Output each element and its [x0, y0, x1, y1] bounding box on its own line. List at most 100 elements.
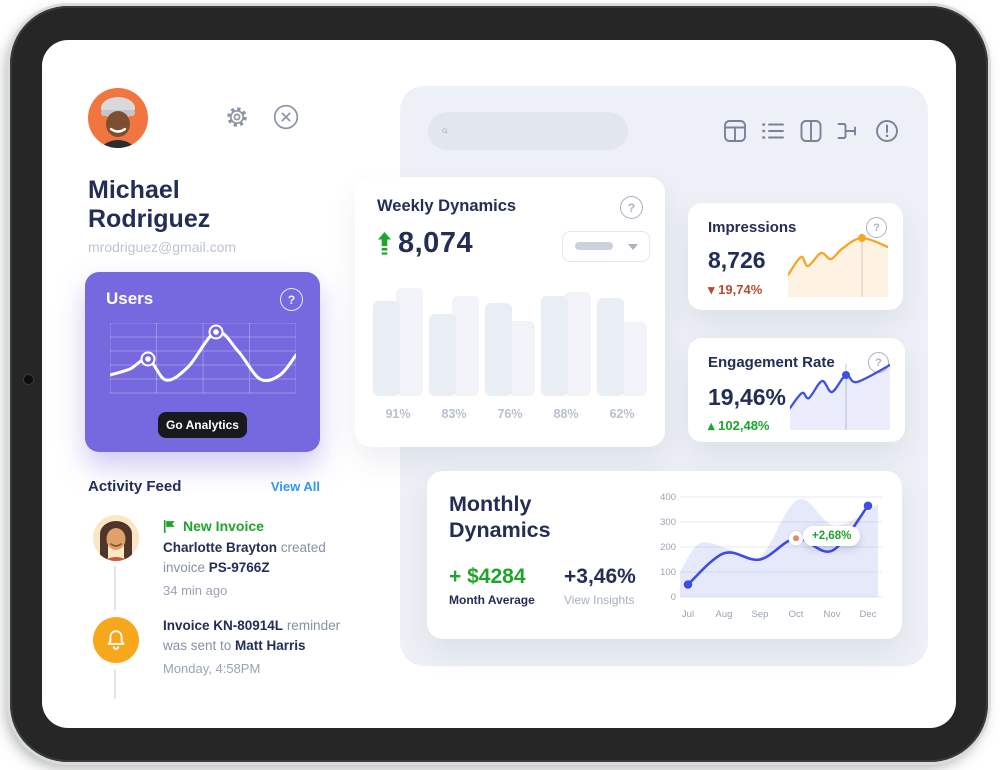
timeline-connector: [114, 566, 116, 611]
search-icon: [442, 128, 448, 134]
action-text: reminder: [283, 618, 341, 633]
gear-icon: [227, 107, 247, 127]
table-layout-icon: [724, 120, 746, 142]
impressions-value: 8,726: [708, 247, 766, 273]
avatar-illustration: [99, 97, 137, 148]
users-card-title: Users: [106, 289, 154, 308]
triangle-up-icon: ▴: [708, 418, 715, 433]
delta-value: 102,48%: [718, 418, 770, 433]
svg-text:Aug: Aug: [716, 609, 733, 620]
svg-text:Oct: Oct: [789, 609, 804, 620]
activity-line: invoice PS-9766Z: [163, 560, 270, 575]
card-title: Monthly Dynamics: [449, 492, 551, 542]
activity-time: 34 min ago: [163, 583, 228, 598]
tablet-frame: Michael Rodriguez mrodriguez@gmail.com U…: [10, 6, 988, 762]
profile-email: mrodriguez@gmail.com: [88, 239, 237, 255]
flow-view-button[interactable]: [835, 117, 863, 145]
monthly-chart: 400 300 200 100 0 Jul Aug Sep Oct Nov Dec: [660, 492, 882, 620]
avatar: [93, 515, 139, 561]
card-title: Engagement Rate: [708, 354, 835, 371]
svg-text:Dec: Dec: [860, 609, 877, 620]
users-help-icon[interactable]: ?: [280, 288, 303, 311]
camera-icon: [23, 374, 34, 385]
flow-icon: [837, 123, 856, 139]
profile-name: Michael Rodriguez: [88, 176, 211, 233]
flag-icon: [163, 519, 175, 534]
list-icon: [762, 123, 784, 139]
avatar: [88, 88, 148, 148]
users-chart: [110, 323, 296, 394]
svg-text:200: 200: [660, 542, 676, 553]
chevron-down-icon: [628, 244, 638, 250]
month-average-value: + $4284: [449, 565, 526, 588]
close-icon: [273, 104, 299, 130]
impressions-delta: ▾ 19,74%: [708, 282, 762, 298]
invoice-id: PS-9766Z: [208, 560, 270, 575]
engagement-sparkline: [790, 363, 890, 430]
close-button[interactable]: [273, 104, 299, 130]
svg-text:83%: 83%: [441, 407, 466, 421]
users-card[interactable]: Users ? Go Analytics: [85, 272, 320, 452]
search-input[interactable]: [448, 111, 628, 151]
activity-line: Invoice KN-80914L reminder: [163, 618, 340, 633]
triangle-down-icon: ▾: [708, 282, 715, 297]
weekly-dynamics-card: Weekly Dynamics ? 8,074 91% 83% 76% 88% 62%: [355, 177, 665, 447]
engagement-card: Engagement Rate ? 19,46% ▴ 102,48%: [688, 338, 905, 442]
impressions-card: Impressions ? 8,726 ▾ 19,74%: [688, 203, 903, 310]
svg-text:88%: 88%: [553, 407, 578, 421]
recipient-name: Matt Harris: [235, 638, 306, 653]
activity-line: Charlotte Brayton created: [163, 540, 326, 555]
svg-text:91%: 91%: [385, 407, 410, 421]
svg-text:Sep: Sep: [752, 609, 769, 620]
svg-text:Jul: Jul: [682, 609, 694, 620]
activity-line: was sent to Matt Harris: [163, 638, 306, 653]
engagement-delta: ▴ 102,48%: [708, 418, 769, 434]
chart-tooltip: +2,68%: [803, 526, 861, 546]
activity-feed-title: Activity Feed: [88, 478, 182, 495]
svg-text:76%: 76%: [497, 407, 522, 421]
go-analytics-button[interactable]: Go Analytics: [158, 412, 247, 438]
list-view-button[interactable]: [759, 117, 787, 145]
invoice-id: Invoice KN-80914L: [163, 618, 284, 633]
activity-time: Monday, 4:58PM: [163, 661, 261, 676]
monthly-dynamics-card: Monthly Dynamics + $4284 Month Average +…: [427, 471, 902, 639]
alerts-button[interactable]: [873, 117, 901, 145]
delta-value: 19,74%: [718, 282, 763, 297]
svg-text:0: 0: [671, 592, 676, 603]
action-text: invoice: [163, 560, 209, 575]
card-title: Weekly Dynamics: [377, 197, 517, 215]
timeline-connector: [114, 669, 116, 699]
arrow-up-icon: [378, 232, 391, 255]
view-all-link[interactable]: View All: [270, 479, 320, 494]
svg-text:62%: 62%: [609, 407, 634, 421]
dropdown-placeholder: [575, 242, 613, 250]
action-text: created: [277, 540, 326, 555]
impressions-sparkline: [788, 233, 888, 297]
svg-text:300: 300: [660, 517, 676, 528]
view-insights-link[interactable]: View Insights: [564, 593, 635, 607]
period-dropdown[interactable]: [562, 231, 650, 262]
month-average-label: Month Average: [449, 593, 535, 607]
weekly-bars-chart: 91% 83% 76% 88% 62%: [373, 288, 647, 421]
search-bar[interactable]: [428, 111, 628, 151]
impressions-help-icon[interactable]: ?: [866, 217, 887, 238]
weekly-help-icon[interactable]: ?: [620, 196, 643, 219]
svg-text:Nov: Nov: [824, 609, 841, 620]
columns-view-button[interactable]: [797, 117, 825, 145]
columns-icon: [800, 120, 822, 142]
alert-circle-icon: [876, 120, 898, 142]
card-title: Impressions: [708, 219, 797, 236]
reminder-avatar: [93, 617, 139, 663]
table-layout-button[interactable]: [721, 117, 749, 145]
weekly-value: 8,074: [398, 227, 474, 259]
app-screen: Michael Rodriguez mrodriguez@gmail.com U…: [42, 40, 956, 728]
avatar-illustration: [100, 521, 132, 561]
svg-text:100: 100: [660, 567, 676, 578]
svg-text:400: 400: [660, 492, 676, 503]
engagement-value: 19,46%: [708, 384, 787, 410]
settings-button[interactable]: [224, 104, 250, 130]
actor-name: Charlotte Brayton: [163, 540, 278, 555]
action-text: was sent to: [163, 638, 236, 653]
bell-icon: [107, 630, 125, 650]
